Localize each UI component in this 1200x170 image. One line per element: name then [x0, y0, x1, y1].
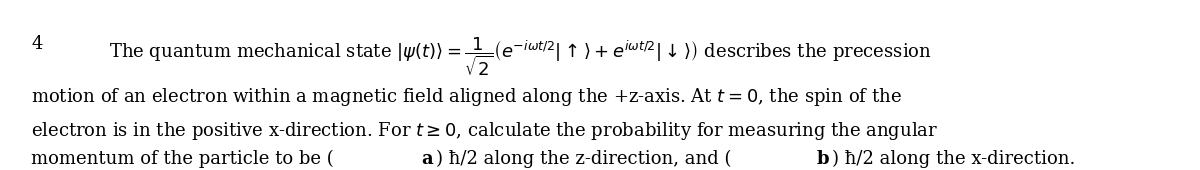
Text: ) ħ/2 along the x-direction.: ) ħ/2 along the x-direction.: [833, 150, 1075, 168]
Text: b: b: [816, 150, 829, 168]
Text: motion of an electron within a magnetic field aligned along the +z-axis. At $t=0: motion of an electron within a magnetic …: [31, 86, 902, 108]
Text: The quantum mechanical state $|\psi(t)\rangle = \dfrac{1}{\sqrt{2}}\left( e^{-i\: The quantum mechanical state $|\psi(t)\r…: [109, 35, 932, 78]
Text: electron is in the positive x-direction. For $t \geq 0$, calculate the probabili: electron is in the positive x-direction.…: [31, 120, 938, 142]
Text: momentum of the particle to be (: momentum of the particle to be (: [31, 150, 334, 168]
Text: 4: 4: [31, 35, 43, 53]
Text: a: a: [421, 150, 432, 168]
Text: ) ħ/2 along the z-direction, and (: ) ħ/2 along the z-direction, and (: [436, 150, 731, 168]
